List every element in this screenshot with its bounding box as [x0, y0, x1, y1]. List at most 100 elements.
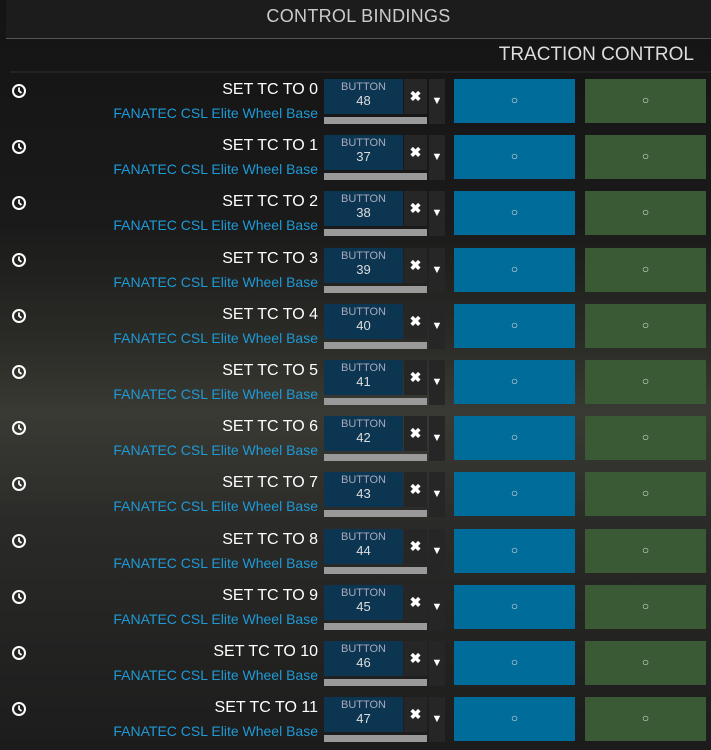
dropdown-triangle-down-icon[interactable]: ▼ — [429, 247, 445, 293]
clear-binding-x-icon[interactable]: ✖ — [404, 472, 427, 508]
circle-icon: ○ — [641, 430, 650, 445]
circle-icon: ○ — [641, 205, 650, 220]
binding-button[interactable]: BUTTON 37 — [324, 135, 403, 171]
clear-binding-x-icon[interactable]: ✖ — [404, 528, 427, 564]
clock-history-icon[interactable] — [11, 589, 27, 605]
binding-button[interactable]: BUTTON 48 — [324, 79, 403, 114]
clock-history-icon[interactable] — [11, 645, 27, 661]
clock-history-icon[interactable] — [11, 195, 27, 211]
dropdown-triangle-down-icon[interactable]: ▼ — [429, 697, 445, 743]
binding-button[interactable]: BUTTON 42 — [324, 416, 403, 452]
circle-icon: ○ — [510, 317, 519, 332]
input-level-bar — [324, 117, 427, 124]
binding-button[interactable]: BUTTON 39 — [324, 247, 403, 283]
action-title: SET TC TO 5 — [222, 362, 318, 379]
circle-icon: ○ — [510, 542, 519, 557]
binding-button[interactable]: BUTTON 46 — [324, 641, 403, 676]
primary-slot-button[interactable]: ○ — [454, 303, 575, 348]
dropdown-triangle-down-icon[interactable]: ▼ — [429, 641, 445, 686]
secondary-slot-button[interactable]: ○ — [585, 247, 706, 292]
circle-icon: ○ — [510, 598, 519, 613]
input-level-bar — [324, 622, 427, 630]
primary-slot-button[interactable]: ○ — [454, 135, 575, 180]
primary-slot-button[interactable]: ○ — [454, 360, 575, 404]
binding-row: SET TC TO 5 FANATEC CSL Elite Wheel Base… — [0, 359, 711, 409]
binding-number: 47 — [356, 711, 371, 727]
secondary-slot-button[interactable]: ○ — [585, 697, 706, 742]
clock-history-icon[interactable] — [11, 701, 27, 717]
circle-icon: ○ — [641, 93, 650, 107]
dropdown-triangle-down-icon[interactable]: ▼ — [429, 79, 445, 124]
clear-binding-x-icon[interactable]: ✖ — [404, 584, 427, 620]
dropdown-triangle-down-icon[interactable]: ▼ — [429, 472, 445, 518]
clear-binding-x-icon[interactable]: ✖ — [404, 416, 427, 452]
input-level-bar — [324, 285, 427, 293]
clock-history-icon[interactable] — [11, 252, 27, 268]
secondary-slot-button[interactable]: ○ — [585, 135, 706, 180]
binding-row: SET TC TO 4 FANATEC CSL Elite Wheel Base… — [0, 303, 711, 353]
dropdown-triangle-down-icon[interactable]: ▼ — [429, 191, 445, 237]
clock-history-icon[interactable] — [11, 533, 27, 549]
clock-history-icon[interactable] — [11, 476, 27, 492]
clear-binding-x-icon[interactable]: ✖ — [404, 79, 427, 114]
binding-button[interactable]: BUTTON 41 — [324, 360, 403, 395]
binding-number: 48 — [356, 93, 371, 108]
secondary-slot-button[interactable]: ○ — [585, 416, 706, 461]
primary-slot-button[interactable]: ○ — [454, 528, 575, 573]
binding-number: 39 — [356, 261, 371, 277]
circle-icon: ○ — [510, 205, 519, 220]
primary-slot-button[interactable]: ○ — [454, 416, 575, 461]
circle-icon: ○ — [510, 655, 519, 669]
circle-icon: ○ — [510, 149, 519, 164]
dropdown-triangle-down-icon[interactable]: ▼ — [429, 416, 445, 462]
primary-slot-button[interactable]: ○ — [454, 697, 575, 742]
secondary-slot-button[interactable]: ○ — [585, 584, 706, 629]
clock-history-icon[interactable] — [11, 420, 27, 436]
secondary-slot-button[interactable]: ○ — [585, 191, 706, 236]
secondary-slot-button[interactable]: ○ — [585, 528, 706, 573]
binding-number: 43 — [356, 486, 371, 502]
secondary-slot-button[interactable]: ○ — [585, 79, 706, 123]
action-title: SET TC TO 10 — [213, 643, 318, 660]
dropdown-triangle-down-icon[interactable]: ▼ — [429, 528, 445, 574]
action-title: SET TC TO 8 — [222, 530, 318, 548]
clock-history-icon[interactable] — [11, 364, 27, 380]
clear-binding-x-icon[interactable]: ✖ — [404, 697, 427, 733]
primary-slot-button[interactable]: ○ — [454, 641, 575, 685]
dropdown-triangle-down-icon[interactable]: ▼ — [429, 360, 445, 405]
binding-button[interactable]: BUTTON 43 — [324, 472, 403, 508]
clock-history-icon[interactable] — [11, 139, 27, 155]
clear-binding-x-icon[interactable]: ✖ — [404, 360, 427, 395]
clear-binding-x-icon[interactable]: ✖ — [404, 641, 427, 676]
clock-history-icon[interactable] — [11, 83, 27, 99]
device-name: FANATEC CSL Elite Wheel Base — [113, 217, 318, 234]
primary-slot-button[interactable]: ○ — [454, 79, 575, 123]
secondary-slot-button[interactable]: ○ — [585, 360, 706, 404]
circle-icon: ○ — [641, 374, 650, 388]
binding-button[interactable]: BUTTON 40 — [324, 303, 403, 339]
clear-binding-x-icon[interactable]: ✖ — [404, 303, 427, 339]
secondary-slot-button[interactable]: ○ — [585, 641, 706, 685]
circle-icon: ○ — [641, 149, 650, 164]
clock-history-icon[interactable] — [11, 308, 27, 324]
binding-type: BUTTON — [340, 362, 387, 374]
primary-slot-button[interactable]: ○ — [454, 191, 575, 236]
binding-row: SET TC TO 0 FANATEC CSL Elite Wheel Base… — [0, 78, 711, 128]
secondary-slot-button[interactable]: ○ — [585, 472, 706, 517]
binding-button[interactable]: BUTTON 38 — [324, 191, 403, 227]
primary-slot-button[interactable]: ○ — [454, 584, 575, 629]
clear-binding-x-icon[interactable]: ✖ — [404, 247, 427, 283]
dropdown-triangle-down-icon[interactable]: ▼ — [429, 135, 445, 181]
binding-button[interactable]: BUTTON 47 — [324, 697, 403, 733]
dropdown-triangle-down-icon[interactable]: ▼ — [429, 584, 445, 630]
clear-binding-x-icon[interactable]: ✖ — [404, 135, 427, 171]
primary-slot-button[interactable]: ○ — [454, 247, 575, 292]
clear-binding-x-icon[interactable]: ✖ — [404, 191, 427, 227]
binding-button[interactable]: BUTTON 44 — [324, 528, 403, 564]
binding-button[interactable]: BUTTON 45 — [324, 584, 403, 620]
divider — [10, 71, 711, 73]
dropdown-triangle-down-icon[interactable]: ▼ — [429, 303, 445, 349]
secondary-slot-button[interactable]: ○ — [585, 303, 706, 348]
primary-slot-button[interactable]: ○ — [454, 472, 575, 517]
binding-number: 44 — [356, 542, 371, 558]
